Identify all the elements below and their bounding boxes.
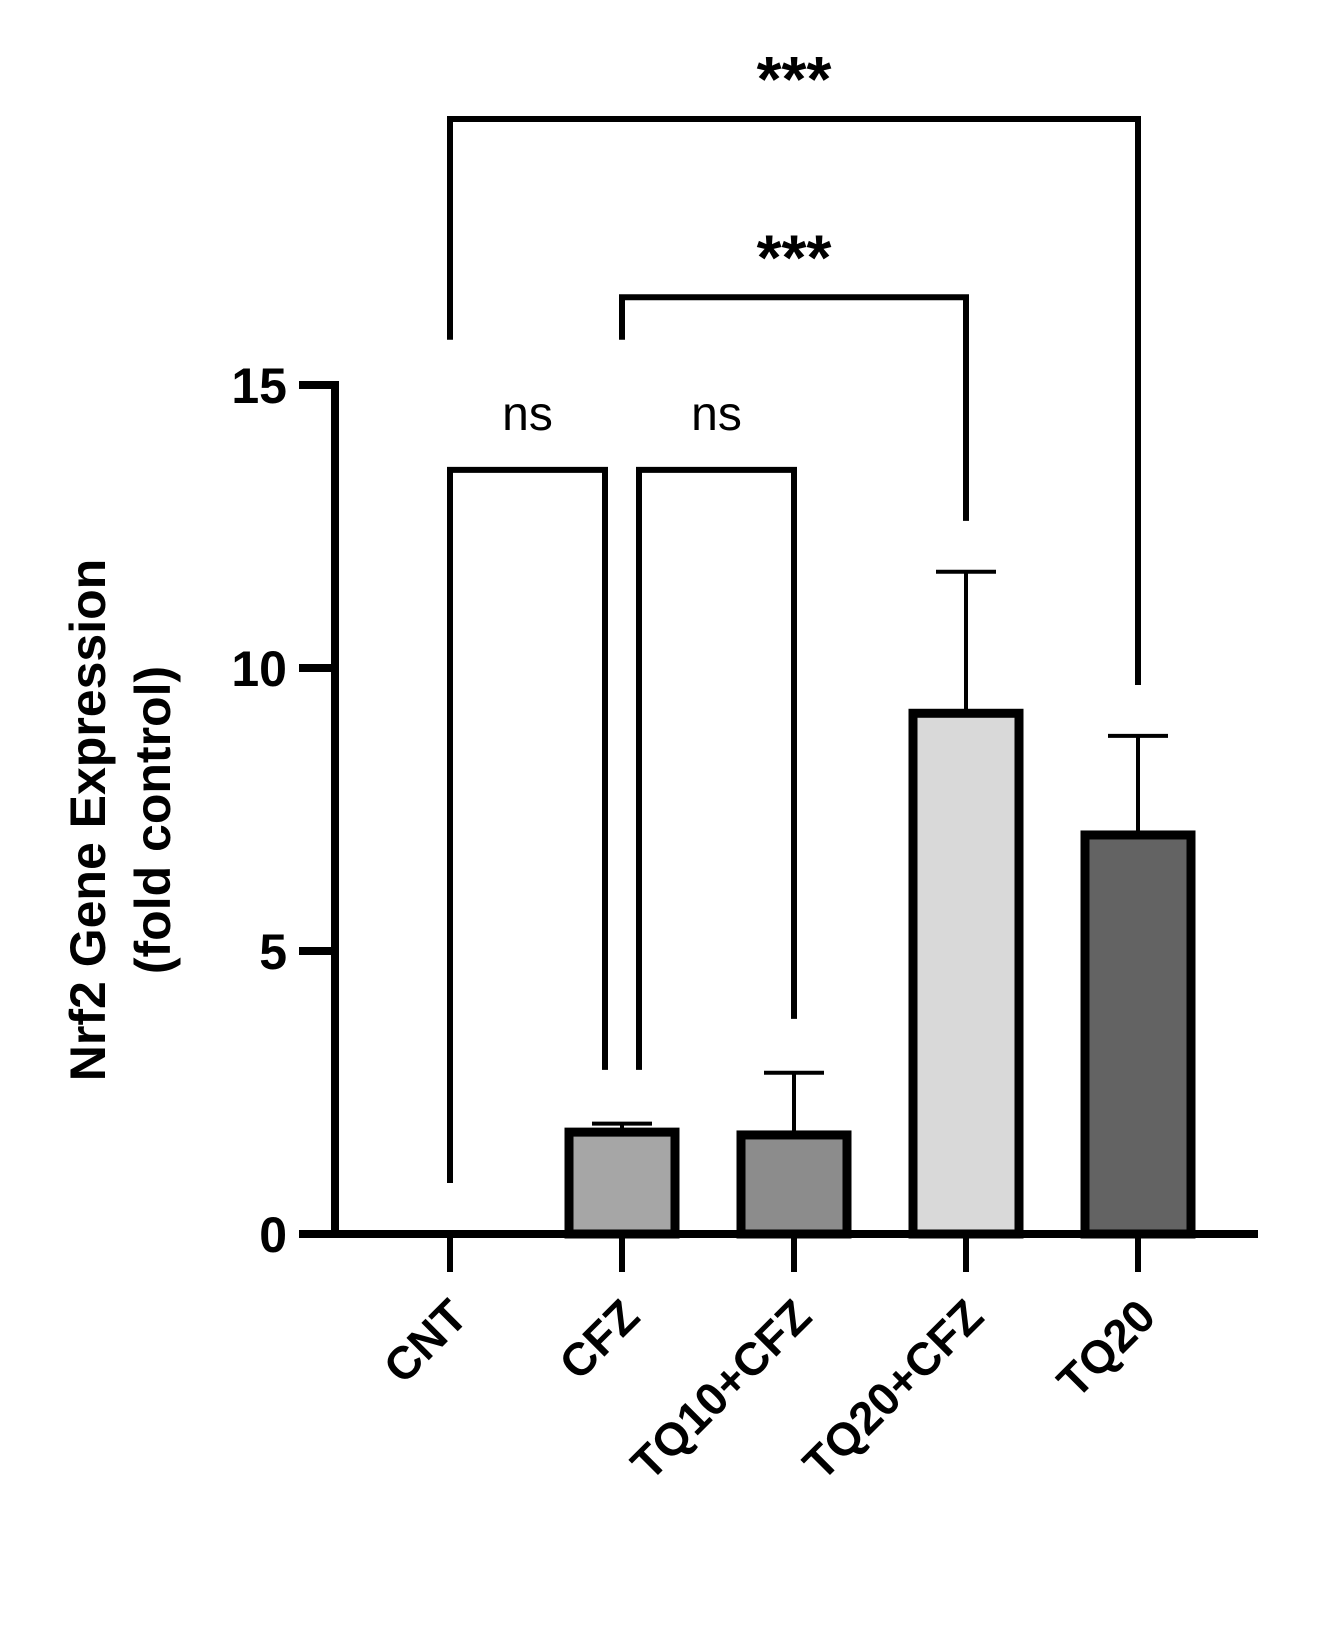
error-bar-tq20-cfz (936, 569, 996, 714)
y-axis-title-line1: Nrf2 Gene Expression (60, 559, 116, 1081)
significance-bracket: ns (447, 388, 608, 1184)
error-bar-tq10-cfz (764, 1070, 824, 1135)
x-category-label: TQ10+CFZ (621, 1289, 821, 1489)
x-category-label: TQ20+CFZ (793, 1289, 993, 1489)
bar-cfz (564, 1127, 680, 1239)
y-tick-label: 10 (231, 641, 287, 697)
x-category-label: TQ20 (1047, 1289, 1165, 1407)
error-bar-cfz (592, 1121, 652, 1133)
significance-label: ns (691, 388, 742, 441)
significance-bracket: ns (636, 388, 797, 1070)
significance-group: ns ns *** *** (447, 43, 1141, 1184)
y-axis-title-line2: (fold control) (125, 666, 181, 974)
significance-label: *** (757, 221, 832, 293)
x-category-label: CNT (373, 1289, 477, 1393)
bar-tq20-cfz (908, 708, 1024, 1239)
significance-label: *** (757, 43, 832, 115)
y-tick-label: 15 (231, 358, 287, 414)
error-bars-group (592, 569, 1168, 1135)
error-bar-tq20 (1108, 733, 1168, 835)
bar-tq10-cfz (736, 1130, 852, 1239)
y-ticks-group: 0 5 10 15 (231, 358, 335, 1263)
y-axis-title: Nrf2 Gene Expression (fold control) (60, 559, 181, 1081)
y-tick-label: 0 (259, 1207, 287, 1263)
bar-tq20 (1080, 830, 1196, 1239)
significance-bracket: *** (447, 43, 1141, 685)
x-category-label: CFZ (549, 1289, 649, 1389)
significance-bracket: *** (619, 221, 969, 521)
bars-group (564, 708, 1196, 1239)
significance-label: ns (502, 388, 553, 441)
y-tick-label: 5 (259, 924, 287, 980)
